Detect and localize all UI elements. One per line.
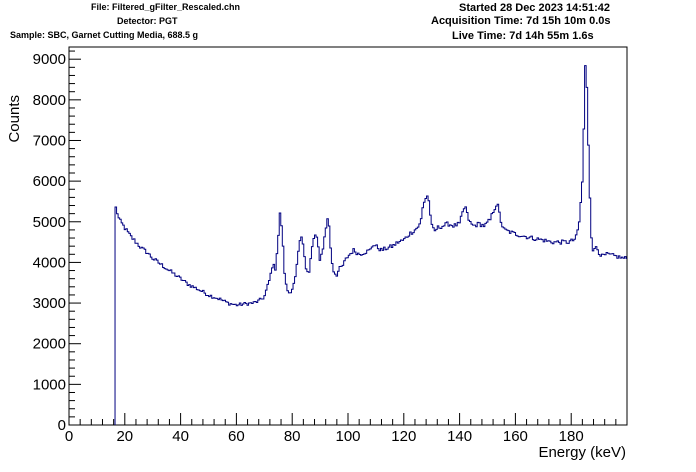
x-tick-label: 140 [447,428,472,445]
x-axis-title: Energy (keV) [538,444,626,461]
series-layer [114,65,627,425]
header-live: Live Time: 7d 14h 55m 1.6s [452,30,594,42]
x-tick-label: 40 [172,428,189,445]
header-started: Started 28 Dec 2023 14:51:42 [459,2,611,14]
x-tick-label: 180 [559,428,584,445]
y-tick-label: 4000 [33,254,66,271]
spectrum-series-line [114,65,627,425]
x-tick-label: 0 [65,428,73,445]
header-acquisition: Acquisition Time: 7d 15h 10m 0.0s [431,15,611,27]
y-tick-label: 2000 [33,336,66,353]
x-tick-label: 120 [391,428,416,445]
header-file: File: Filtered_gFilter_Rescaled.chn [91,2,241,12]
y-tick-label: 5000 [33,214,66,231]
x-tick-label: 160 [503,428,528,445]
y-axis: 0 1000 2000 3000 4000 5000 6000 7000 8000 9000 [33,50,81,434]
y-tick-label: 7000 [33,132,66,149]
y-tick-label: 1000 [33,376,66,393]
y-axis-title: Counts [6,95,23,143]
x-tick-label: 80 [284,428,301,445]
x-tick-label: 60 [228,428,245,445]
y-tick-label: 8000 [33,92,66,109]
y-tick-label: 0 [58,417,66,434]
y-tick-label: 3000 [33,295,66,312]
y-tick-label: 9000 [33,51,66,68]
x-tick-label: 20 [116,428,133,445]
x-axis: 0 20 40 60 80 100 120 140 160 180 [65,413,628,445]
y-tick-label: 6000 [33,173,66,190]
x-tick-label: 100 [335,428,360,445]
header-detector: Detector: PGT [117,16,178,26]
header-sample: Sample: SBC, Garnet Cutting Media, 688.5… [10,30,199,40]
plot-frame [68,46,628,426]
